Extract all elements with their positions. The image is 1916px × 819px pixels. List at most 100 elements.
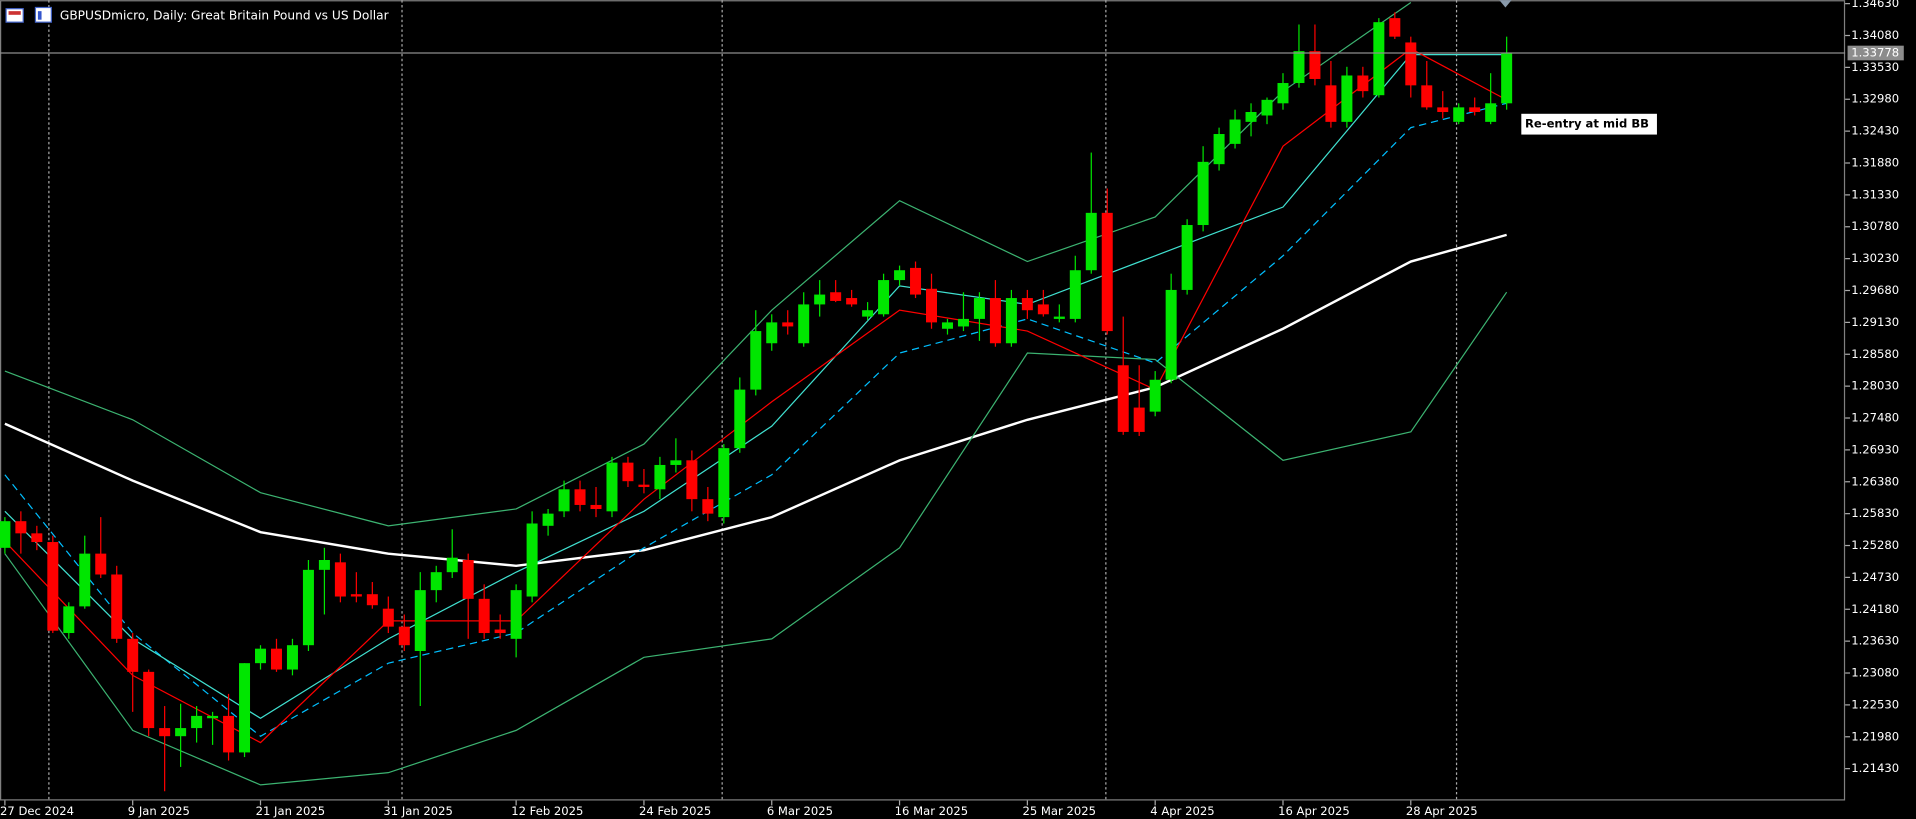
candle-body [494,629,506,634]
candle-body [1197,161,1209,226]
indicator-line [4,102,1507,737]
y-tick-label: 1.29130 [1851,315,1899,329]
candle-body [654,464,666,490]
candle-body [686,460,698,500]
candle-body [302,569,314,646]
indicator-line [4,48,1507,744]
y-tick-label: 1.24730 [1851,570,1899,584]
candle-body [1101,212,1113,332]
candle-body [1453,107,1465,122]
indicator-line [4,1,1412,527]
y-tick-label: 1.28580 [1851,347,1899,361]
annotation-box [1521,113,1657,135]
candle-body [957,318,969,327]
candle-body [318,560,330,570]
candle-body [1069,270,1081,319]
candle-body [1229,119,1241,144]
x-tick-label: 21 Jan 2025 [256,804,326,818]
y-tick-label: 1.25830 [1851,506,1899,520]
candle-body [894,270,906,281]
candle-body [1501,52,1513,104]
y-tick-label: 1.21980 [1851,729,1899,743]
candle-body [255,648,267,664]
last-price-box [1847,45,1904,61]
candle-body [941,322,953,329]
y-tick-label: 1.23080 [1851,666,1899,680]
y-tick-label: 1.26930 [1851,442,1899,456]
candle-body [159,728,171,737]
y-tick-label: 1.31880 [1851,156,1899,170]
candle-body [1421,85,1433,108]
candle-body [31,533,43,543]
y-tick-label: 1.21430 [1851,761,1899,775]
candle-body [1485,103,1497,122]
candle-body [239,663,251,753]
candle-body [79,553,91,607]
candle-body [334,562,346,597]
candle-body [590,504,602,510]
y-tick-label: 1.27480 [1851,411,1899,425]
candle-body [926,288,938,323]
candle-body [526,523,538,597]
candle-body [143,671,155,729]
x-tick-label: 16 Apr 2025 [1278,804,1350,818]
indicator-line [4,54,1507,720]
y-tick-label: 1.28030 [1851,379,1899,393]
candle-body [1245,112,1257,122]
candle-body [414,590,426,651]
candle-body [1117,365,1129,432]
candle-body [558,489,570,512]
y-tick-label: 1.25280 [1851,538,1899,552]
icon [8,11,21,15]
x-tick-label: 31 Jan 2025 [383,804,453,818]
candle-body [270,648,282,670]
annotation: Re-entry at mid BB [1525,117,1649,131]
candle-body [622,462,634,482]
candle-body [606,462,618,512]
candle-body [175,728,187,737]
candle-body [1085,212,1097,271]
candle-body [830,292,842,301]
candle-body [63,606,75,634]
candle-body [574,489,586,505]
candle-body [1437,107,1449,113]
marker [1499,0,1512,8]
y-tick-label: 1.29680 [1851,283,1899,297]
candle-body [1293,51,1305,84]
candle-body [1277,83,1289,104]
period-separators [48,0,1458,801]
candle-body [1341,75,1353,122]
candle-body [782,322,794,327]
x-tick-label: 24 Feb 2025 [639,804,711,818]
candle-body [670,460,682,465]
icon [5,8,24,23]
y-tick-label: 1.23630 [1851,634,1899,648]
x-tick-label: 25 Mar 2025 [1022,804,1096,818]
y-tick-label: 1.32980 [1851,92,1899,106]
y-tick-label: 1.32430 [1851,124,1899,138]
y-tick-label: 1.26380 [1851,474,1899,488]
candle-body [798,304,810,344]
candle-body [1037,304,1049,315]
candle-body [510,590,522,639]
candle-body [111,574,123,639]
x-tick-label: 16 Mar 2025 [895,804,969,818]
candle-body [1213,134,1225,165]
candle-body [1325,85,1337,122]
candle-layer [0,12,1513,792]
candle-body [878,280,890,315]
candle-body [15,521,27,534]
candle-body [47,542,59,631]
candle-body [1389,18,1401,37]
candle-body [638,484,650,487]
candle-body [478,598,490,634]
x-tick-label: 9 Jan 2025 [128,804,190,818]
candle-body [1357,75,1369,92]
candle-body [910,267,922,295]
plot-frame [0,0,1846,801]
y-tick-label: 1.33530 [1851,60,1899,74]
candle-body [1309,51,1321,79]
y-tick-label: 1.34630 [1851,0,1899,10]
y-tick-label: 1.30780 [1851,219,1899,233]
